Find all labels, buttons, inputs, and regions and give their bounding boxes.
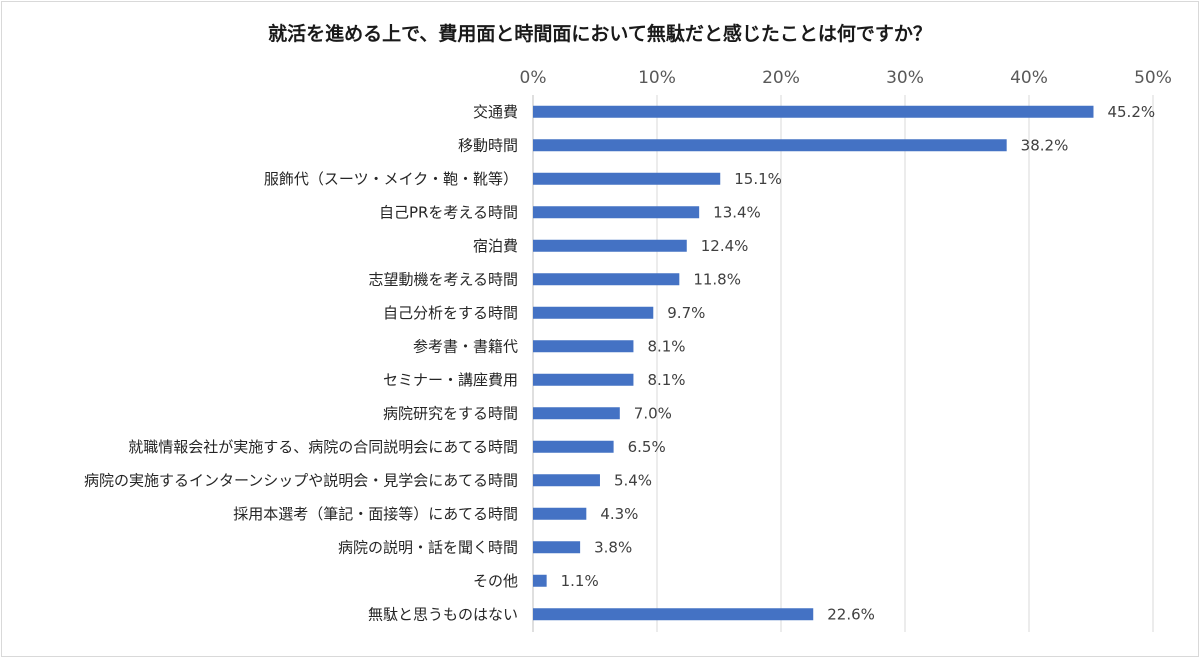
bar bbox=[533, 507, 587, 520]
category-label: 採用本選考（筆記・面接等）にあてる時間 bbox=[233, 505, 518, 523]
category-label: 参考書・書籍代 bbox=[413, 337, 518, 355]
bar bbox=[533, 474, 600, 487]
axis-ticks: 0% 10% 20% 30% 40% 50% bbox=[520, 68, 1172, 88]
value-label: 45.2% bbox=[1107, 103, 1155, 121]
bar bbox=[533, 373, 634, 386]
category-label: 交通費 bbox=[473, 103, 518, 121]
chart-title: 就活を進める上で、費用面と時間面において無駄だと感じたことは何ですか？ bbox=[268, 22, 932, 45]
tick-label: 50% bbox=[1134, 68, 1172, 88]
value-label: 8.1% bbox=[647, 371, 685, 389]
tick-label: 40% bbox=[1010, 68, 1048, 88]
value-label: 1.1% bbox=[561, 572, 599, 590]
category-label: 服飾代（スーツ・メイク・鞄・靴等） bbox=[264, 170, 518, 188]
category-label: 志望動機を考える時間 bbox=[368, 270, 518, 288]
category-label: 自己分析をする時間 bbox=[383, 304, 518, 322]
value-label: 15.1% bbox=[734, 170, 782, 188]
category-label: 就職情報会社が実施する、病院の合同説明会にあてる時間 bbox=[128, 438, 518, 456]
bar bbox=[533, 608, 814, 621]
tick-label: 30% bbox=[886, 68, 924, 88]
category-label: 移動時間 bbox=[458, 136, 518, 154]
bar bbox=[533, 273, 680, 286]
category-label: 自己PRを考える時間 bbox=[379, 203, 518, 221]
value-label: 11.8% bbox=[693, 270, 741, 288]
category-label: 病院の説明・話を聞く時間 bbox=[338, 538, 518, 556]
bar bbox=[533, 574, 547, 587]
bar bbox=[533, 340, 634, 353]
category-label: 病院研究をする時間 bbox=[383, 404, 518, 422]
value-label: 38.2% bbox=[1021, 136, 1069, 154]
bar bbox=[533, 407, 620, 420]
bar bbox=[533, 541, 581, 554]
tick-label: 10% bbox=[638, 68, 676, 88]
bar bbox=[533, 139, 1007, 152]
value-label: 7.0% bbox=[634, 404, 672, 422]
category-label: 宿泊費 bbox=[473, 237, 518, 255]
value-label: 3.8% bbox=[594, 538, 632, 556]
value-label: 5.4% bbox=[614, 471, 652, 489]
bar bbox=[533, 440, 614, 453]
category-label: その他 bbox=[473, 572, 518, 590]
value-label: 9.7% bbox=[667, 304, 705, 322]
bars bbox=[533, 105, 1094, 621]
category-label: セミナー・講座費用 bbox=[383, 371, 518, 389]
bar bbox=[533, 306, 654, 319]
tick-label: 0% bbox=[520, 68, 547, 88]
value-label: 12.4% bbox=[701, 237, 749, 255]
value-labels: 45.2% 38.2% 15.1% 13.4% 12.4% 11.8% 9.7% 8.1% 8.… bbox=[561, 103, 1155, 624]
bar bbox=[533, 105, 1094, 118]
tick-label: 20% bbox=[762, 68, 800, 88]
category-label: 病院の実施するインターンシップや説明会・見学会にあてる時間 bbox=[84, 471, 518, 489]
value-label: 6.5% bbox=[628, 438, 666, 456]
value-label: 8.1% bbox=[647, 337, 685, 355]
value-label: 13.4% bbox=[713, 203, 761, 221]
bar bbox=[533, 206, 700, 219]
category-label: 無駄と思うものはない bbox=[368, 605, 518, 623]
value-label: 22.6% bbox=[827, 605, 875, 623]
value-label: 4.3% bbox=[600, 505, 638, 523]
bar bbox=[533, 239, 687, 252]
bar bbox=[533, 172, 721, 185]
